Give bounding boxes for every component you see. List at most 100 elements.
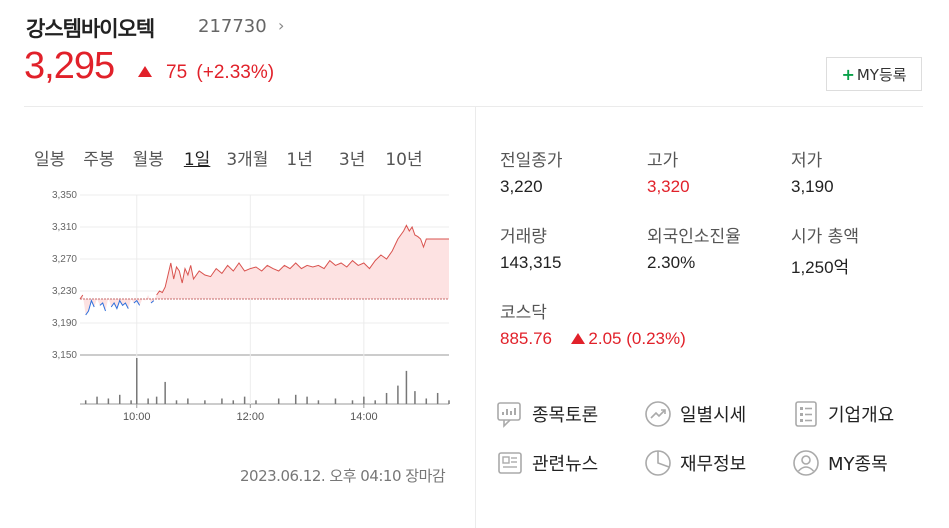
volume-bar: [385, 392, 388, 404]
stat-value: 143,315: [500, 253, 562, 272]
volume-bar: [425, 398, 428, 404]
link-related-news[interactable]: 관련뉴스: [496, 449, 598, 477]
volume-bar: [414, 391, 416, 404]
volume-bar: [397, 385, 399, 404]
stat-label: 전일종가: [500, 151, 563, 171]
volume-bar: [84, 400, 87, 404]
y-tick-label: 3,310: [52, 222, 77, 233]
volume-bar: [130, 400, 132, 404]
volume-bar: [436, 392, 439, 404]
link-discussion[interactable]: 종목토론: [496, 400, 598, 428]
index-change-percent: (0.23%): [626, 329, 686, 348]
price-line-up: [79, 224, 449, 300]
my-register-button[interactable]: + MY등록: [826, 57, 922, 91]
link-label: 일별시세: [680, 405, 747, 426]
timestamp: 2023.06.12. 오후 04:10 장마감: [240, 467, 446, 485]
up-triangle-icon: [138, 66, 152, 77]
chevron-right-icon[interactable]: ›: [278, 16, 285, 35]
stat-value: 3,220: [500, 177, 543, 196]
tab-10year[interactable]: 10년: [385, 150, 423, 170]
link-company-overview[interactable]: 기업개요: [792, 400, 894, 428]
price-change: 75 (+2.33%): [166, 62, 274, 84]
volume-bar: [351, 400, 354, 404]
volume-bar: [334, 398, 337, 404]
tab-1year[interactable]: 1년: [286, 150, 313, 170]
stat-kosdaq[interactable]: 코스닥 885.76 2.05 (0.23%): [500, 298, 686, 349]
volume-bar: [204, 400, 206, 404]
stat-market-cap: 시가 총액 1,250억: [791, 222, 859, 278]
index-label: 코스닥: [500, 303, 547, 323]
stat-high: 고가 3,320: [647, 146, 690, 197]
volume-bar: [363, 396, 365, 404]
volume-bar: [277, 398, 280, 404]
stat-value: 2.30%: [647, 253, 696, 272]
stat-volume: 거래량 143,315: [500, 222, 561, 273]
y-tick-label: 3,230: [52, 286, 77, 297]
link-label: 관련뉴스: [532, 454, 599, 475]
discussion-icon: [497, 402, 521, 428]
x-tick-label: 14:00: [350, 411, 378, 423]
stat-label: 시가 총액: [791, 227, 859, 247]
volume-bar: [317, 400, 320, 404]
volume-bar: [405, 370, 408, 404]
x-tick-label: 10:00: [123, 411, 151, 423]
stat-value: 3,190: [791, 177, 834, 196]
volume-bar: [155, 396, 158, 404]
stock-name: 강스템바이오텍: [26, 17, 155, 41]
stat-low: 저가 3,190: [791, 146, 834, 197]
up-triangle-icon: [571, 333, 586, 344]
change-amount: 75: [166, 62, 188, 83]
stat-value: 1,250억: [791, 258, 850, 277]
tab-3month[interactable]: 3개월: [226, 150, 269, 170]
stat-label: 거래량: [500, 227, 547, 247]
link-financials[interactable]: 재무정보: [644, 449, 746, 477]
price-line-down: [85, 299, 155, 316]
stat-value: 3,320: [647, 177, 690, 196]
link-my-stocks[interactable]: MY종목: [792, 449, 888, 477]
user-icon: [793, 450, 819, 476]
link-label: 기업개요: [828, 405, 895, 426]
tab-3year[interactable]: 3년: [338, 150, 366, 170]
tab-weekly[interactable]: 주봉: [83, 150, 115, 170]
stat-foreign-ratio: 외국인소진율 2.30%: [647, 222, 741, 273]
period-tabs: 일봉 주봉 월봉 1일 3개월 1년 3년 10년: [34, 145, 423, 170]
y-tick-label: 3,150: [52, 350, 77, 361]
index-change: 2.05: [588, 329, 622, 348]
volume-bar: [221, 398, 223, 404]
current-price: 3,295: [24, 45, 115, 87]
tab-monthly[interactable]: 월봉: [132, 150, 164, 170]
intraday-chart[interactable]: 3,350 3,310 3,270 3,230 3,190 3,150 10:00 12:0…: [0, 180, 460, 430]
x-tick-label: 12:00: [237, 411, 265, 423]
plus-icon: +: [841, 64, 855, 84]
volume-bar: [118, 394, 121, 404]
news-icon: [498, 452, 522, 474]
volume-bar: [175, 400, 178, 404]
stat-label: 고가: [647, 151, 679, 171]
divider: [475, 107, 476, 528]
volume-bar: [448, 400, 450, 404]
tab-daily[interactable]: 일봉: [34, 150, 66, 170]
volume-bar: [136, 358, 138, 404]
stat-label: 저가: [791, 151, 823, 171]
tab-1day[interactable]: 1일: [183, 150, 211, 170]
volume-bar: [243, 396, 246, 404]
document-icon: [795, 401, 817, 427]
volume-bar: [255, 400, 257, 404]
volume-bar: [374, 400, 376, 404]
change-percent: (+2.33%): [196, 62, 275, 83]
index-value: 885.76: [500, 329, 552, 348]
volume-bar: [164, 381, 166, 404]
link-label: MY종목: [828, 454, 888, 475]
link-daily-price[interactable]: 일별시세: [644, 400, 746, 428]
divider: [24, 106, 923, 107]
y-tick-label: 3,270: [52, 254, 77, 265]
trend-icon: [645, 401, 671, 427]
link-label: 재무정보: [680, 454, 747, 475]
y-tick-label: 3,190: [52, 318, 77, 329]
link-label: 종목토론: [532, 405, 599, 426]
stock-code[interactable]: 217730: [198, 16, 267, 37]
volume-bar: [187, 398, 189, 404]
stat-label: 외국인소진율: [647, 227, 741, 247]
y-tick-label: 3,350: [52, 190, 77, 201]
volume-bar: [294, 394, 297, 404]
